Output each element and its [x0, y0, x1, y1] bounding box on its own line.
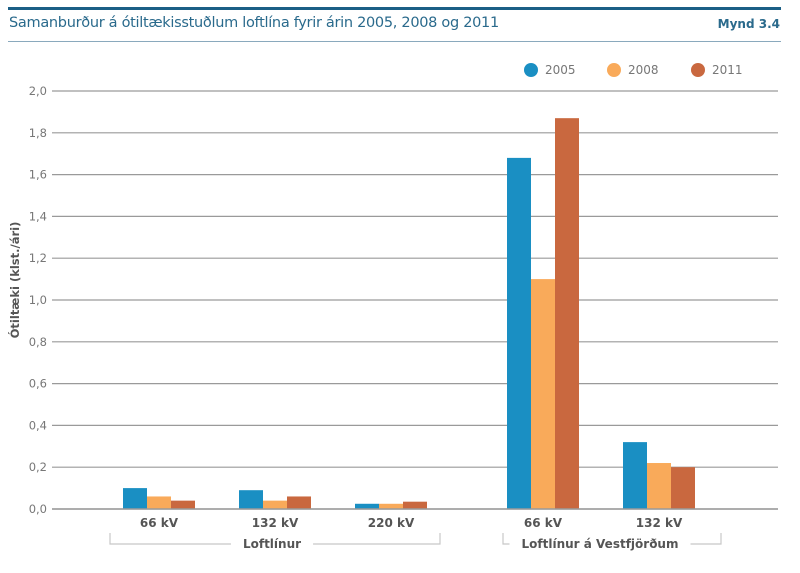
group-bracket-right [313, 533, 441, 545]
bar-2005-2 [355, 503, 379, 509]
bar-2008-2 [379, 503, 403, 509]
gridlines [52, 90, 778, 510]
y-tick-label: 1,2 [29, 251, 47, 265]
legend: 2005 2008 2011 [524, 63, 743, 77]
bar-2005-4 [623, 442, 647, 509]
bar-2008-3 [531, 279, 555, 509]
legend-label: 2011 [712, 63, 743, 77]
group-bracket-left [502, 533, 510, 545]
x-category-label: 220 kV [368, 516, 415, 530]
y-tick-label: 1,4 [29, 209, 47, 223]
legend-marker-2011 [691, 63, 705, 77]
bars [52, 118, 778, 510]
chart-title: Samanburður á ótiltækisstuðlum loftlína … [9, 15, 499, 31]
legend-label: 2005 [545, 63, 576, 77]
bar-2005-3 [507, 157, 531, 509]
bar-2005-1 [239, 490, 263, 509]
bar-2005-0 [123, 488, 147, 509]
x-category-label: 132 kV [252, 516, 299, 530]
legend-marker-2005 [524, 63, 538, 77]
y-tick-label: 0,8 [29, 335, 47, 349]
group-bracket-right [690, 533, 722, 545]
y-tick-label: 0,4 [29, 418, 47, 432]
y-tick-label: 0,0 [29, 502, 47, 516]
y-tick-label: 1,8 [29, 126, 47, 140]
bar-2008-4 [647, 463, 671, 509]
y-tick-label: 0,6 [29, 377, 47, 391]
y-tick-label: 0,2 [29, 460, 47, 474]
bar-2011-3 [555, 118, 579, 510]
y-tick-labels: 0,0 0,2 0,4 0,6 0,8 1,0 1,2 1,4 1,6 1,8 2,0 [29, 84, 47, 516]
x-category-label: 66 kV [524, 516, 563, 530]
x-category-labels: 66 kV 132 kV 220 kV 66 kV 132 kV [140, 516, 683, 530]
group-bracket-left [109, 533, 231, 545]
y-tick-label: 2,0 [29, 84, 47, 98]
group-label: Loftlínur [243, 537, 301, 551]
y-tick-label: 1,6 [29, 168, 47, 182]
legend-marker-2008 [607, 63, 621, 77]
x-category-label: 66 kV [140, 516, 179, 530]
bar-2008-0 [147, 496, 171, 509]
figure-label: Mynd 3.4 [717, 17, 780, 31]
bar-2008-1 [263, 500, 287, 509]
top-rule [8, 7, 781, 10]
group-brackets: Loftlínur Loftlínur á Vestfjörðum [109, 533, 722, 551]
legend-label: 2008 [628, 63, 659, 77]
bar-2011-0 [171, 500, 195, 509]
group-label: Loftlínur á Vestfjörðum [522, 537, 679, 551]
bar-2011-1 [287, 496, 311, 509]
x-category-label: 132 kV [636, 516, 683, 530]
y-tick-label: 1,0 [29, 293, 47, 307]
bar-2011-2 [403, 501, 427, 509]
bar-2011-4 [671, 467, 695, 509]
title-underline [8, 41, 781, 42]
y-axis-label: Ótiltæki (klst./ári) [7, 222, 22, 339]
